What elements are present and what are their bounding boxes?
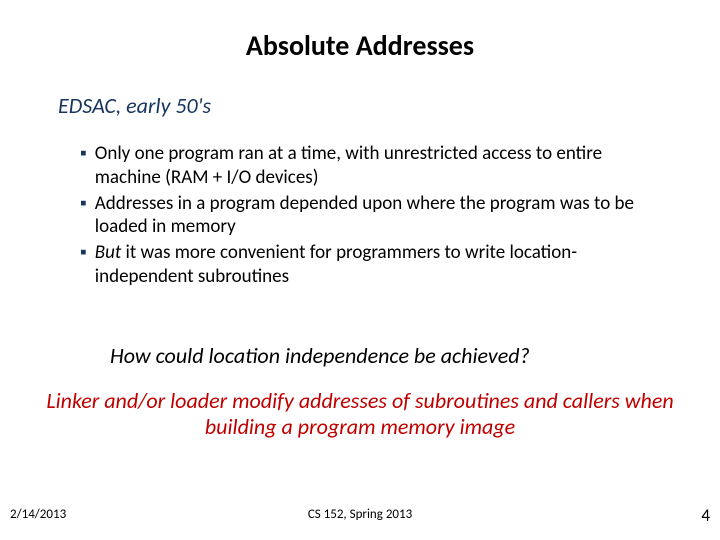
- bullet-marker-icon: ▪: [80, 192, 87, 216]
- footer-page-number: 4: [701, 505, 710, 526]
- bullet-text: Only one program ran at a time, with unr…: [95, 142, 660, 190]
- bullet-italic-lead: But: [95, 241, 121, 264]
- bullet-list: ▪ Only one program ran at a time, with u…: [80, 142, 660, 291]
- slide: Absolute Addresses EDSAC, early 50's ▪ O…: [0, 0, 720, 540]
- footer-course: CS 152, Spring 2013: [0, 507, 720, 522]
- bullet-marker-icon: ▪: [80, 241, 87, 265]
- answer-text: Linker and/or loader modify addresses of…: [40, 388, 680, 441]
- list-item: ▪ Addresses in a program depended upon w…: [80, 192, 660, 240]
- question-text: How could location independence be achie…: [110, 342, 670, 369]
- list-item: ▪ Only one program ran at a time, with u…: [80, 142, 660, 190]
- list-item: ▪ But it was more convenient for program…: [80, 241, 660, 289]
- slide-subtitle: EDSAC, early 50's: [58, 92, 211, 119]
- bullet-text: Addresses in a program depended upon whe…: [95, 192, 660, 240]
- bullet-marker-icon: ▪: [80, 142, 87, 166]
- bullet-rest: it was more convenient for programmers t…: [95, 241, 577, 288]
- bullet-text: But it was more convenient for programme…: [95, 241, 660, 289]
- slide-title: Absolute Addresses: [0, 28, 720, 63]
